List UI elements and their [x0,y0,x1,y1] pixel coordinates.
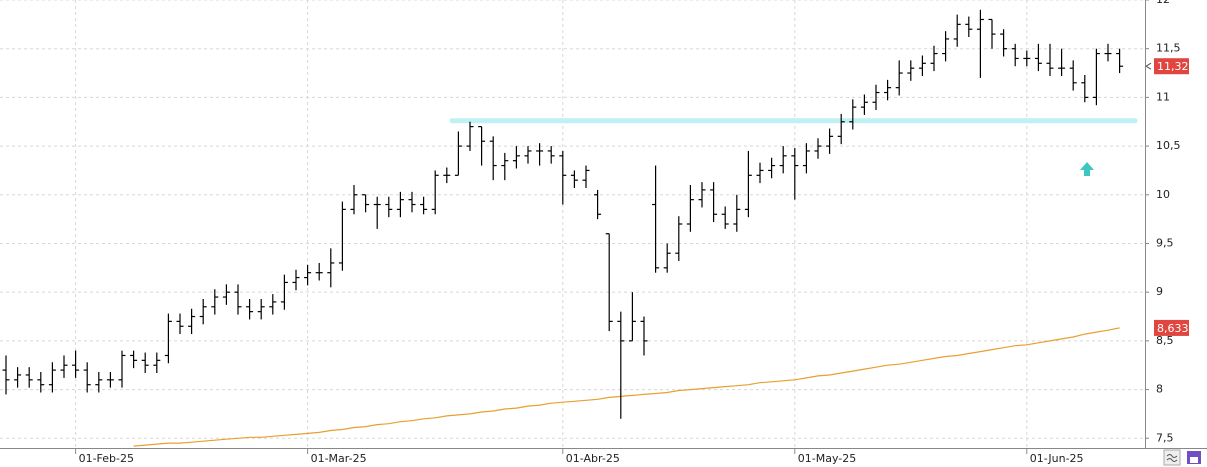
y-tick-label: 8,5 [1156,334,1174,347]
y-tick-label: 9,5 [1156,236,1174,249]
moving-average [133,327,1120,447]
y-tick-label: 7,5 [1156,431,1174,444]
save-icon [1190,457,1198,463]
ma-last-label: 8,633 [1157,322,1189,335]
y-tick-label: 11,5 [1156,42,1181,55]
y-tick-label: 12 [1156,0,1170,6]
y-tick-label: 11 [1156,90,1170,103]
last-price-pointer [1145,62,1152,70]
x-tick-label: 01-Abr-25 [566,452,620,465]
x-tick-label: 01-Jun-25 [1030,452,1084,465]
x-tick-label: 01-Feb-25 [79,452,134,465]
x-tick-label: 01-Mar-25 [311,452,367,465]
y-tick-label: 8 [1156,383,1163,396]
ma-last-label-box [1154,319,1189,336]
zoom-button[interactable] [1163,449,1181,466]
signal-arrow [1080,162,1094,176]
last-price-label-box [1154,58,1189,75]
y-tick-label: 10,5 [1156,139,1181,152]
zoom-icon [1166,454,1178,462]
x-tick-label: 01-May-25 [798,452,856,465]
y-tick-label: 10 [1156,188,1170,201]
y-tick-label: 9 [1156,285,1163,298]
last-price-label: 11,32 [1157,60,1189,73]
